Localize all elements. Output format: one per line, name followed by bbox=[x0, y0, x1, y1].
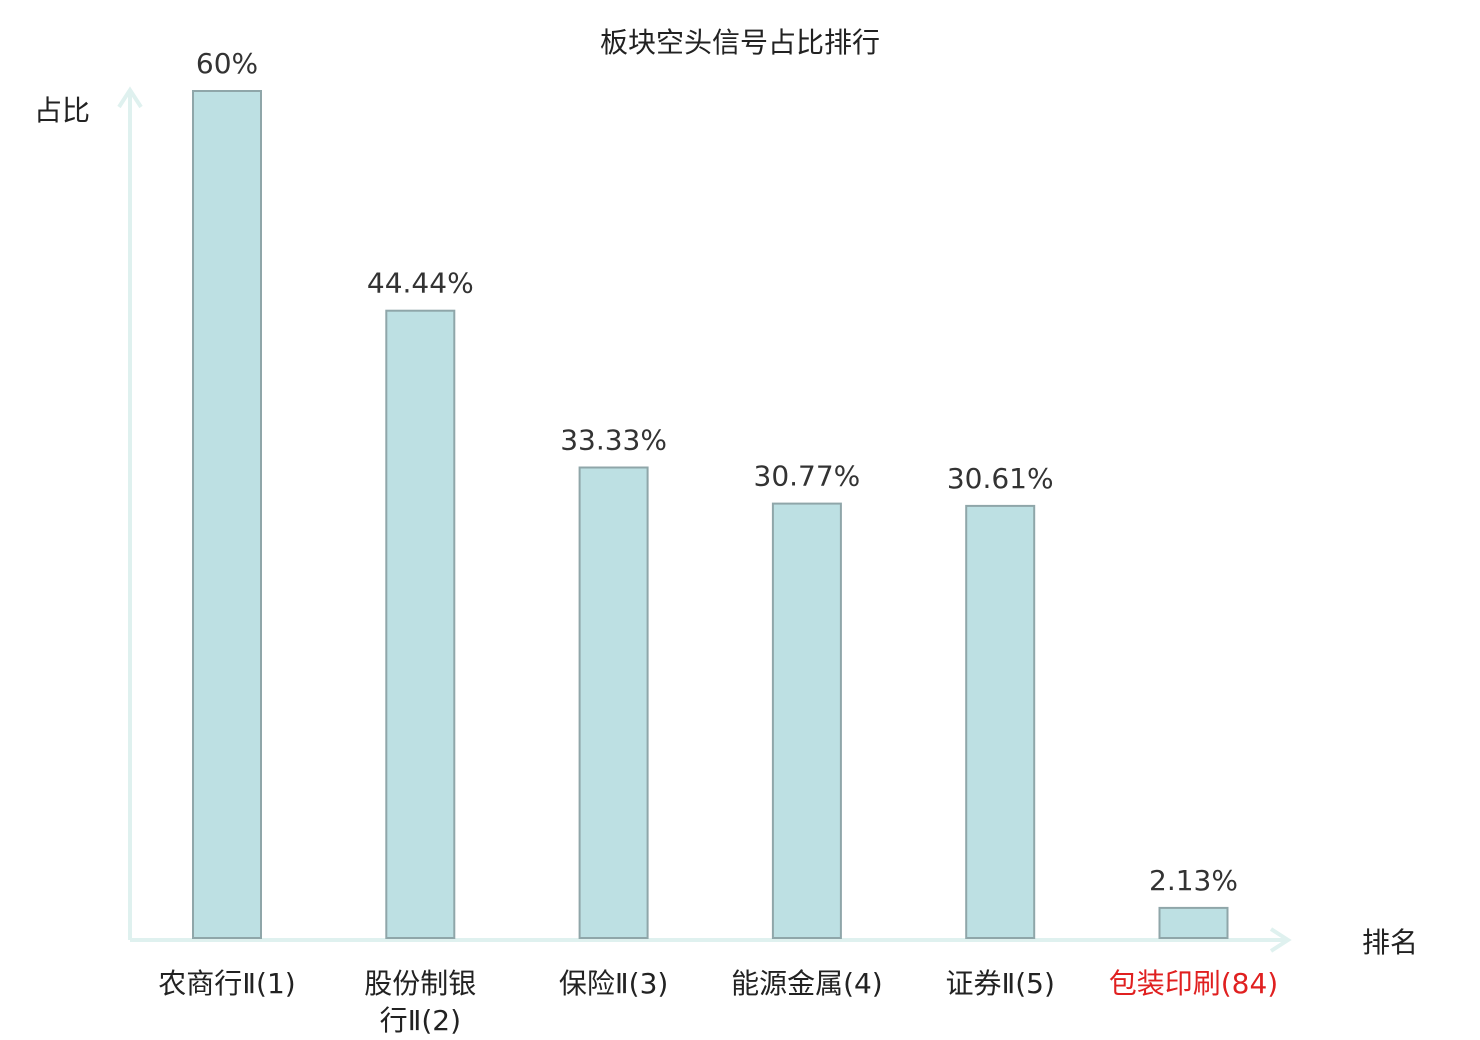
y-axis-label: 占比 bbox=[34, 94, 90, 127]
category-label-2-line-2: 行Ⅱ(2) bbox=[380, 1004, 461, 1037]
bars-group bbox=[192, 90, 1229, 940]
bar-4 bbox=[771, 502, 842, 939]
category-label-6: 包装印刷(84) bbox=[1109, 967, 1278, 1000]
value-label-5: 30.61% bbox=[947, 462, 1054, 495]
bar-5 bbox=[965, 504, 1036, 939]
x-axis-arrowhead bbox=[1269, 927, 1292, 953]
chart-title: 板块空头信号占比排行 bbox=[600, 26, 880, 59]
x-axis-label: 排名 bbox=[1362, 926, 1418, 959]
value-label-2: 44.44% bbox=[367, 267, 474, 300]
category-label-4: 能源金属(4) bbox=[731, 967, 883, 1000]
value-label-3: 33.33% bbox=[560, 424, 667, 457]
category-label-2-line-1: 股份制银 bbox=[364, 967, 476, 1000]
value-label-6: 2.13% bbox=[1149, 864, 1238, 897]
value-labels-group: 60% 44.44% 33.33% 30.77% 30.61% 2.13% bbox=[196, 47, 1238, 897]
category-label-3: 保险Ⅱ(3) bbox=[559, 967, 668, 1000]
axes bbox=[117, 86, 1292, 953]
y-axis-arrowhead bbox=[117, 86, 143, 109]
bar-3 bbox=[578, 466, 649, 939]
value-label-1: 60% bbox=[196, 47, 258, 80]
bar-2 bbox=[385, 309, 456, 939]
bar-6 bbox=[1158, 906, 1229, 940]
category-label-1: 农商行Ⅱ(1) bbox=[158, 967, 295, 1000]
category-label-5: 证券Ⅱ(5) bbox=[945, 967, 1054, 1000]
value-label-4: 30.77% bbox=[754, 460, 861, 493]
bar-1 bbox=[192, 90, 262, 939]
